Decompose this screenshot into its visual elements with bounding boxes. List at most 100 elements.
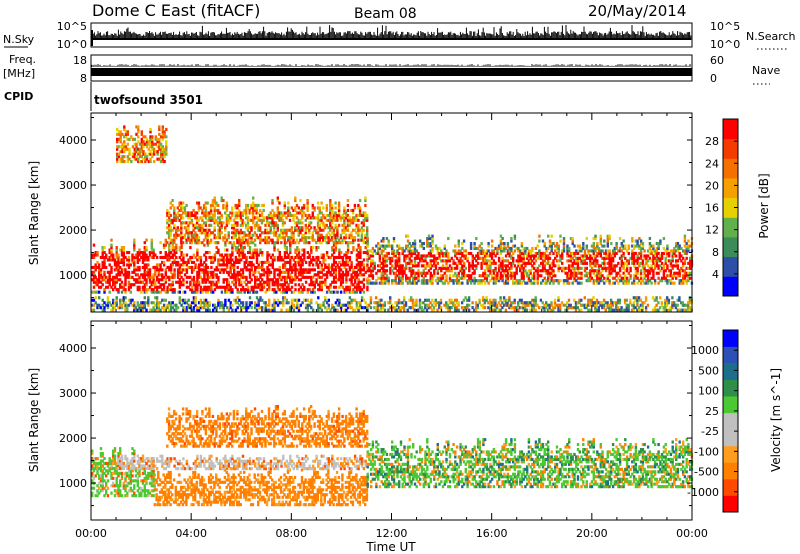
data-cell [412, 279, 415, 283]
data-cell [344, 236, 348, 240]
nave-right-tick-top: 60 [710, 54, 724, 67]
data-cell [348, 236, 351, 240]
data-cell [413, 279, 417, 283]
data-cell [323, 223, 327, 227]
data-cell [399, 246, 403, 250]
data-cell [196, 280, 199, 284]
data-cell [455, 276, 459, 280]
data-cell [464, 254, 467, 258]
data-cell [275, 278, 278, 282]
data-cell [115, 278, 118, 282]
data-cell [136, 268, 139, 272]
data-cell [496, 251, 499, 255]
data-cell [568, 266, 571, 270]
data-cell [227, 216, 230, 220]
data-cell [276, 258, 280, 262]
data-cell [232, 226, 236, 230]
data-cell [466, 256, 469, 260]
data-cell [339, 233, 343, 237]
data-cell [197, 280, 201, 284]
data-cell [301, 233, 304, 237]
data-cell [346, 270, 350, 274]
data-cell [248, 260, 252, 264]
data-cell [555, 279, 559, 283]
data-cell [266, 218, 269, 222]
data-cell [392, 249, 396, 253]
data-cell [680, 269, 683, 273]
data-cell [154, 270, 157, 274]
data-cell [508, 254, 511, 258]
data-cell [180, 228, 183, 232]
data-cell [547, 254, 550, 258]
data-cell [303, 248, 306, 252]
data-cell [266, 280, 269, 284]
data-cell [445, 249, 448, 253]
data-cell [169, 218, 172, 222]
data-cell [380, 239, 383, 243]
data-cell [268, 270, 271, 274]
data-cell [357, 255, 360, 259]
data-cell [343, 208, 346, 212]
data-cell [255, 253, 259, 257]
data-cell [325, 253, 329, 257]
data-cell [599, 264, 602, 268]
data-cell [183, 290, 187, 294]
data-cell [178, 285, 181, 289]
data-cell [212, 273, 215, 277]
data-cell [92, 243, 96, 247]
data-cell [108, 270, 111, 274]
data-cell [297, 251, 301, 255]
data-cell [639, 261, 643, 265]
data-cell [606, 274, 609, 278]
data-cell [197, 226, 201, 230]
data-cell [377, 249, 380, 253]
data-cell [261, 283, 264, 287]
data-cell [245, 238, 248, 242]
data-cell [294, 283, 297, 287]
data-cell [115, 246, 118, 250]
data-cell [322, 216, 325, 220]
data-cell [253, 223, 257, 227]
data-cell [337, 203, 341, 207]
data-cell [245, 260, 248, 264]
data-cell [271, 218, 274, 222]
data-cell [360, 221, 364, 225]
data-cell [250, 211, 253, 215]
data-cell [195, 241, 199, 245]
data-cell [327, 236, 330, 240]
data-cell [580, 259, 583, 263]
data-cell [323, 238, 327, 242]
data-cell [348, 285, 352, 289]
data-cell [308, 228, 311, 232]
data-cell [283, 278, 287, 282]
data-cell [199, 241, 202, 245]
data-cell [192, 283, 196, 287]
data-cell [196, 288, 199, 292]
data-cell [599, 242, 602, 246]
data-cell [487, 249, 490, 253]
data-cell [215, 275, 218, 279]
data-cell [180, 221, 183, 225]
data-cell [250, 260, 253, 264]
data-cell [348, 290, 352, 294]
data-cell [660, 251, 664, 255]
data-cell [175, 280, 178, 284]
data-cell [401, 276, 404, 280]
data-cell [461, 276, 464, 280]
data-cell [168, 268, 171, 272]
data-cell [148, 268, 152, 272]
data-cell [183, 236, 187, 240]
data-cell [520, 264, 524, 268]
data-cell [181, 241, 185, 245]
data-cell [426, 271, 429, 275]
data-cell [399, 281, 403, 285]
data-cell [552, 271, 555, 275]
data-cell [527, 274, 531, 278]
data-cell [334, 241, 337, 245]
data-cell [331, 263, 334, 267]
data-cell [316, 201, 320, 205]
data-cell [583, 274, 587, 278]
data-cell [234, 203, 237, 207]
data-cell [243, 253, 246, 257]
data-cell [173, 260, 176, 264]
